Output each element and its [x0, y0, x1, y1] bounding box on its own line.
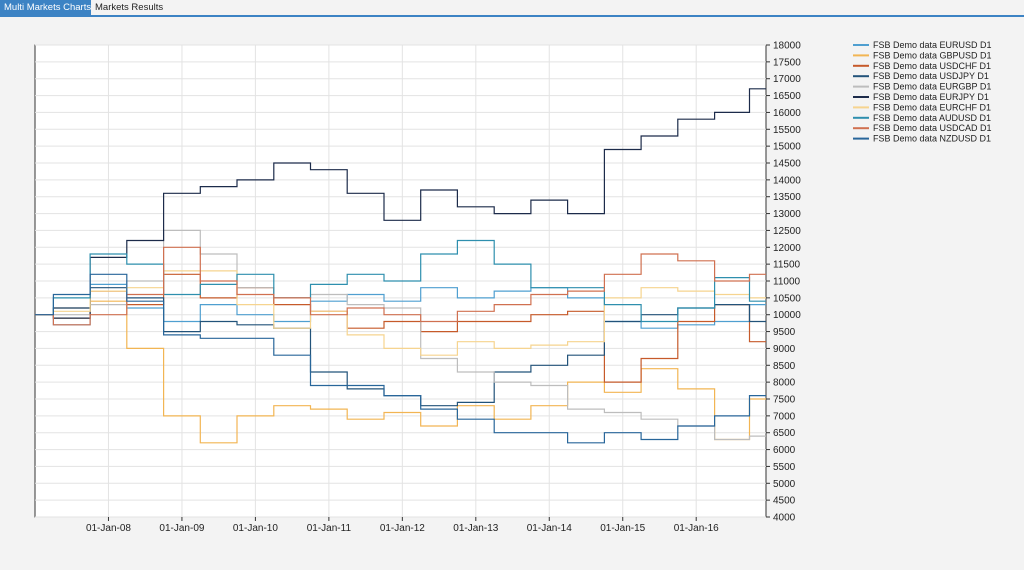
y-tick-label: 13000: [773, 209, 801, 220]
y-tick-label: 8500: [773, 361, 796, 372]
y-tick-label: 8000: [773, 378, 796, 389]
y-tick-label: 14000: [773, 175, 801, 186]
tab-markets-results[interactable]: Markets Results: [95, 2, 164, 13]
tab-bar: Multi Markets Charts Markets Results: [0, 0, 1024, 17]
y-tick-label: 17500: [773, 57, 801, 68]
y-tick-label: 17000: [773, 74, 801, 85]
series-line: [35, 273, 766, 383]
x-tick-label: 01-Jan-12: [380, 523, 425, 534]
x-tick-label: 01-Jan-11: [307, 523, 352, 534]
series-line: [35, 270, 766, 356]
series-line: [35, 273, 766, 444]
y-tick-label: 5500: [773, 462, 796, 473]
legend-item-label: FSB Demo data USDCHF D1: [873, 61, 991, 71]
x-tick-label: 01-Jan-14: [527, 523, 572, 534]
legend-item-label: FSB Demo data EURCHF D1: [873, 102, 991, 112]
y-tick-label: 7500: [773, 395, 796, 406]
y-tick-label: 4500: [773, 496, 796, 507]
y-tick-label: 7000: [773, 411, 796, 422]
y-tick-label: 15000: [773, 142, 801, 153]
x-tick-label: 01-Jan-16: [674, 523, 719, 534]
series-line: [35, 246, 766, 326]
series-line: [35, 88, 766, 319]
x-axis: 01-Jan-08 01-Jan-09 01-Jan-10 01-Jan-11 01-J…: [86, 517, 719, 534]
x-tick-label: 01-Jan-13: [453, 523, 498, 534]
x-tick-label: 01-Jan-10: [233, 523, 278, 534]
y-tick-label: 10000: [773, 310, 801, 321]
x-tick-label: 01-Jan-15: [600, 523, 645, 534]
y-tick-label: 6500: [773, 428, 796, 439]
y-tick-label: 12000: [773, 243, 801, 254]
y-tick-label: 9000: [773, 344, 796, 355]
legend-item-label: FSB Demo data USDJPY D1: [873, 71, 989, 81]
y-tick-label: 4000: [773, 513, 796, 524]
y-tick-label: 18000: [773, 41, 801, 52]
legend-item-label: FSB Demo data NZDUSD D1: [873, 134, 991, 144]
legend-item-label: FSB Demo data EURUSD D1: [873, 40, 992, 50]
multi-markets-chart: 4000 4500 5000 5500 6000 6500 7000 7500 8000 8500…: [34, 40, 992, 534]
y-tick-label: 16000: [773, 108, 801, 119]
legend-item-label: FSB Demo data GBPUSD D1: [873, 50, 992, 60]
x-tick-label: 01-Jan-08: [86, 523, 131, 534]
y-tick-label: 16500: [773, 91, 801, 102]
y-tick-label: 14500: [773, 159, 801, 170]
legend-item-label: FSB Demo data AUDUSD D1: [873, 113, 991, 123]
y-tick-label: 13500: [773, 192, 801, 203]
y-tick-label: 9500: [773, 327, 796, 338]
legend-item-label: FSB Demo data EURJPY D1: [873, 92, 989, 102]
series-lines: [35, 88, 766, 444]
y-tick-label: 6000: [773, 445, 796, 456]
x-tick-label: 01-Jan-09: [159, 523, 204, 534]
series-line: [35, 239, 766, 323]
tab-multi-markets-charts[interactable]: Multi Markets Charts: [0, 0, 91, 16]
y-tick-label: 10500: [773, 293, 801, 304]
legend-item-label: FSB Demo data USDCAD D1: [873, 123, 992, 133]
y-axis: 4000 4500 5000 5500 6000 6500 7000 7500 8000 8500…: [766, 41, 801, 524]
y-tick-label: 11000: [773, 277, 801, 288]
y-tick-label: 5000: [773, 479, 796, 490]
y-tick-label: 15500: [773, 125, 801, 136]
y-tick-label: 12500: [773, 226, 801, 237]
y-tick-label: 11500: [773, 260, 801, 271]
legend-item-label: FSB Demo data EURGBP D1: [873, 82, 991, 92]
